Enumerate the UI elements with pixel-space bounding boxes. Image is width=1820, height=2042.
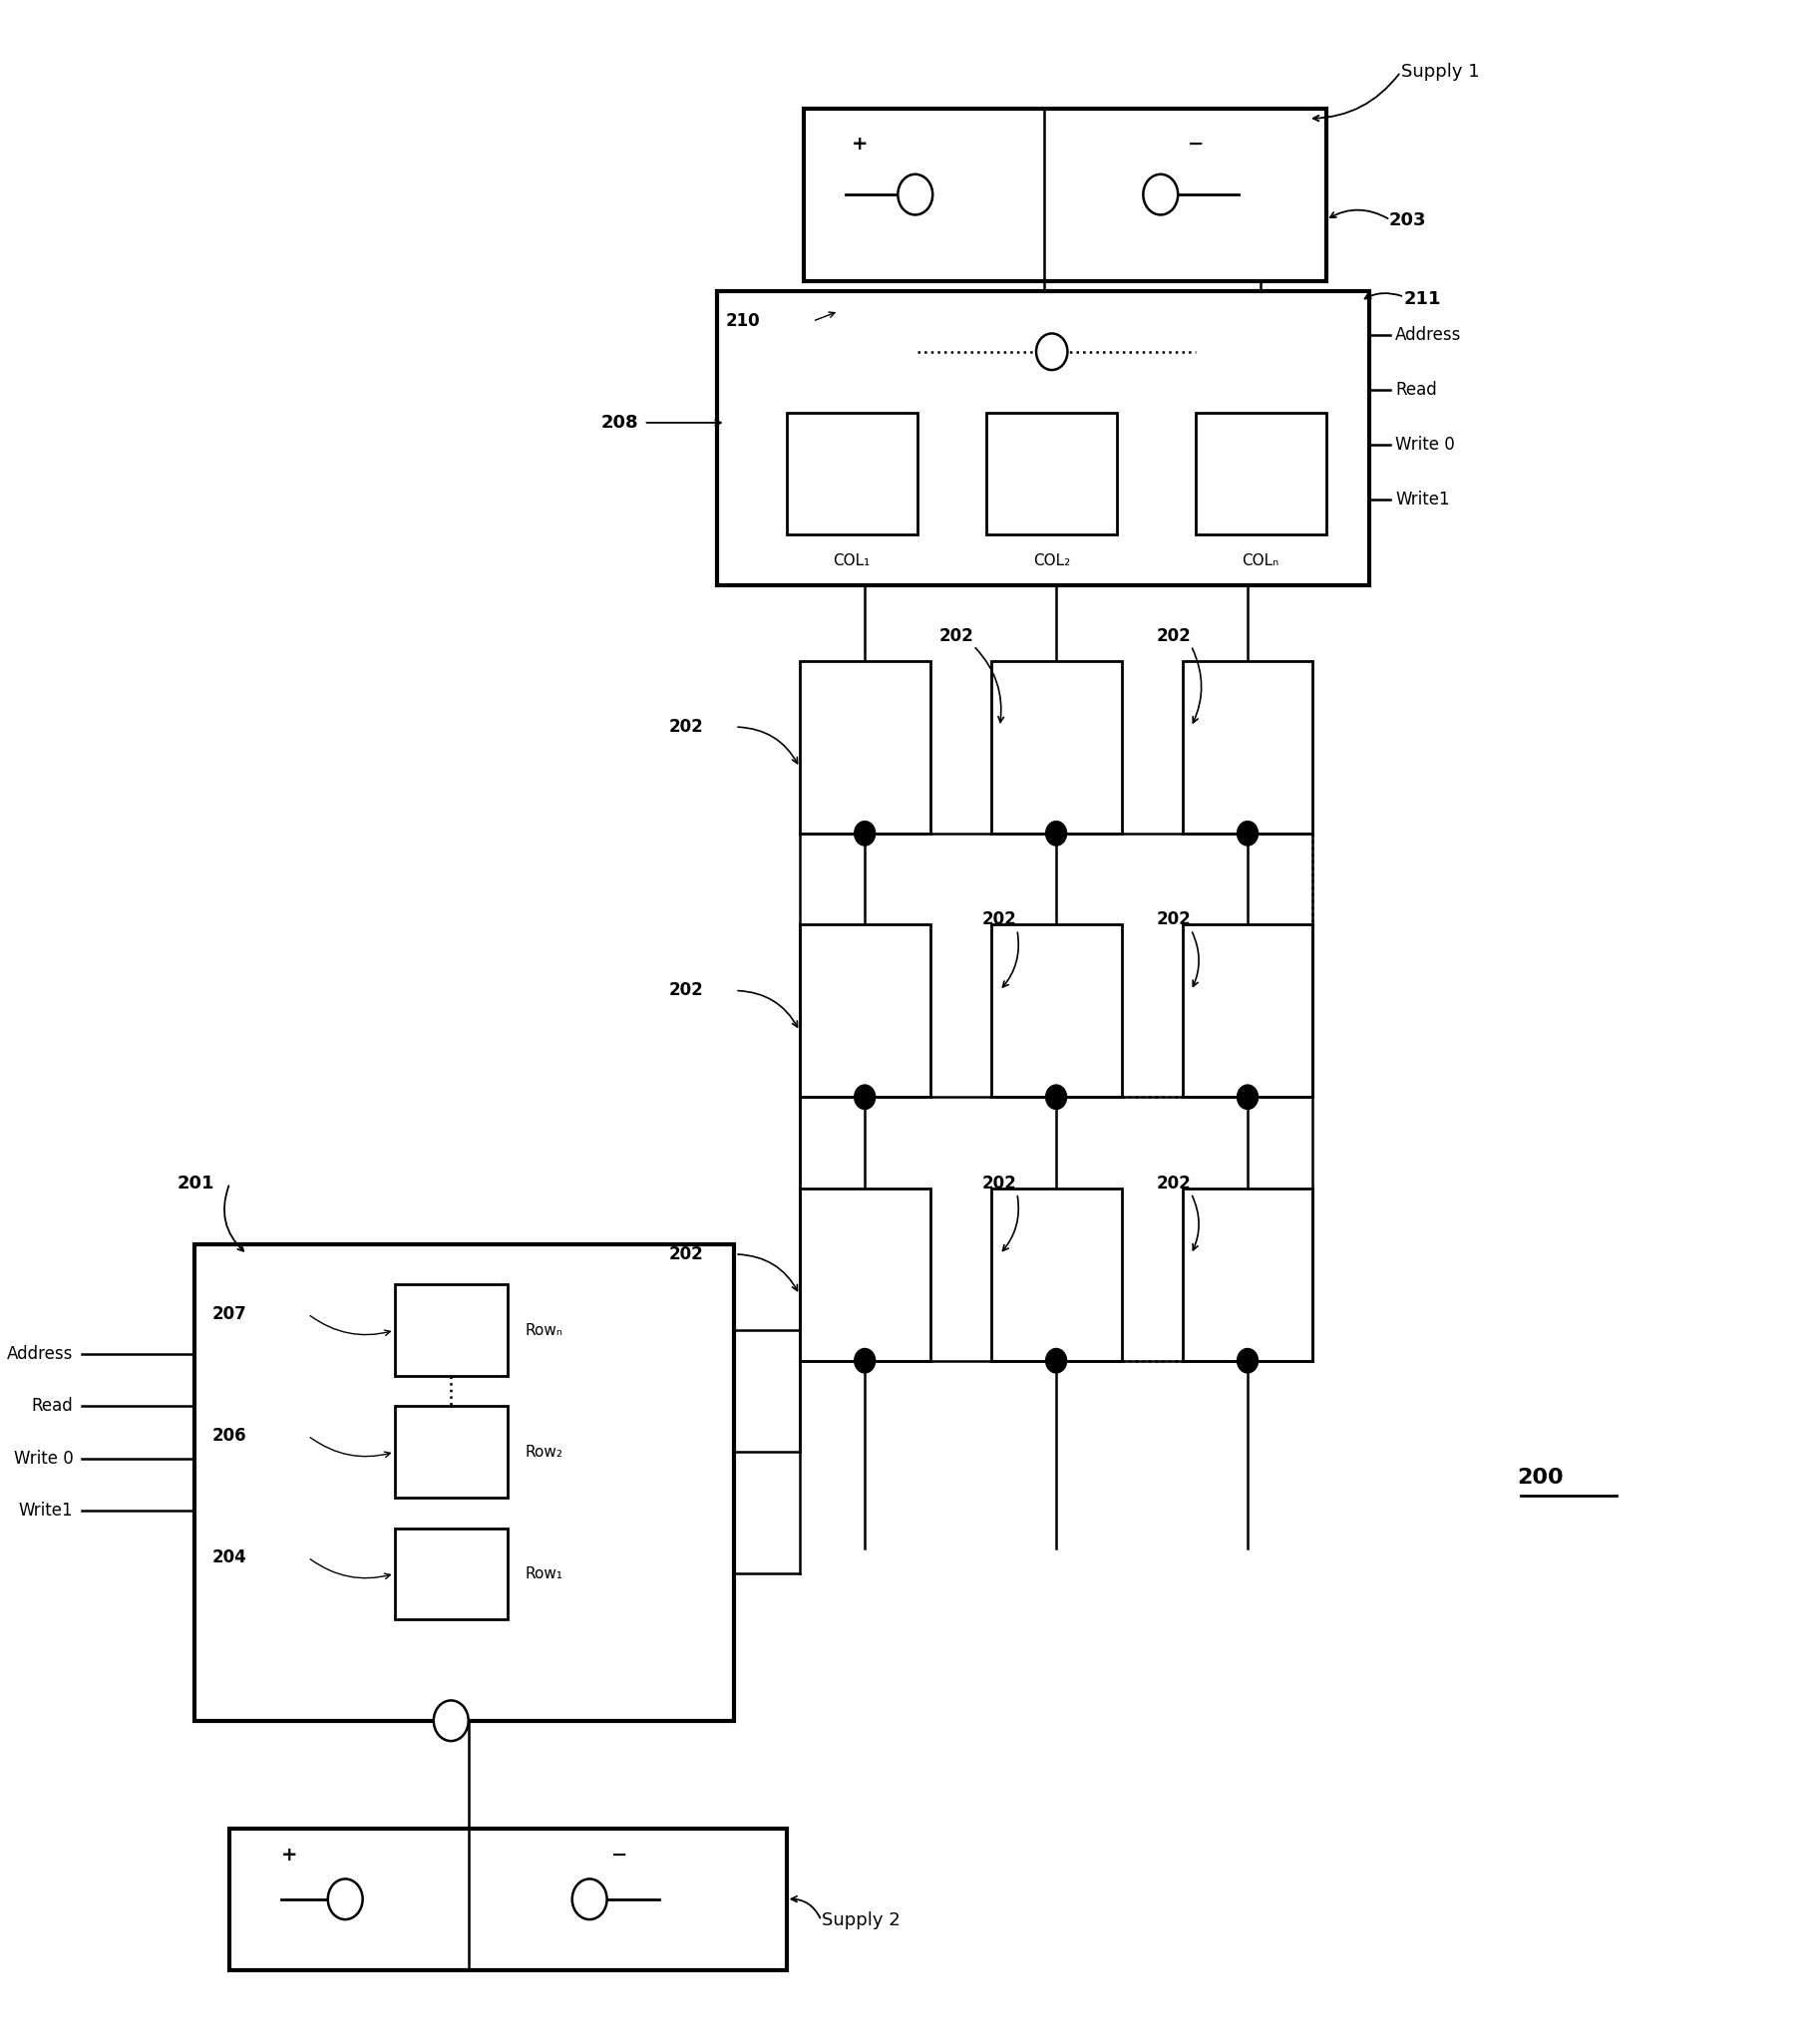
Bar xyxy=(229,1828,786,1971)
Text: 202: 202 xyxy=(983,1174,1017,1193)
Text: Supply 1: Supply 1 xyxy=(1401,63,1480,82)
Text: Write 0: Write 0 xyxy=(13,1450,73,1468)
Bar xyxy=(799,662,930,833)
Text: 210: 210 xyxy=(726,312,761,331)
Bar xyxy=(986,412,1117,535)
Text: COL₂: COL₂ xyxy=(1034,553,1070,568)
Text: 204: 204 xyxy=(213,1548,248,1566)
Text: Row₂: Row₂ xyxy=(524,1444,562,1460)
Bar xyxy=(395,1284,508,1376)
Bar xyxy=(1183,1188,1312,1360)
Bar xyxy=(1183,925,1312,1097)
Circle shape xyxy=(854,1084,875,1109)
Text: 208: 208 xyxy=(601,415,639,431)
Bar xyxy=(717,290,1369,584)
Bar xyxy=(799,1188,930,1360)
Circle shape xyxy=(1238,821,1258,845)
Bar xyxy=(1183,662,1312,833)
Text: 202: 202 xyxy=(1156,1174,1190,1193)
Circle shape xyxy=(1046,821,1067,845)
Text: 206: 206 xyxy=(213,1427,248,1446)
Circle shape xyxy=(1036,333,1068,370)
Bar xyxy=(1196,412,1327,535)
Circle shape xyxy=(1046,1084,1067,1109)
Text: Write1: Write1 xyxy=(18,1503,73,1519)
Text: 202: 202 xyxy=(670,719,704,735)
Text: 202: 202 xyxy=(1156,627,1190,645)
Bar xyxy=(395,1407,508,1497)
Circle shape xyxy=(854,821,875,845)
Bar xyxy=(990,662,1121,833)
Text: 202: 202 xyxy=(1156,911,1190,929)
Bar xyxy=(799,925,930,1097)
Text: Rowₙ: Rowₙ xyxy=(524,1323,562,1338)
Text: Supply 2: Supply 2 xyxy=(821,1911,899,1930)
Circle shape xyxy=(854,1348,875,1372)
Circle shape xyxy=(897,174,932,214)
Bar xyxy=(195,1244,733,1721)
Text: 200: 200 xyxy=(1518,1468,1563,1487)
Text: +: + xyxy=(282,1846,298,1864)
Text: Row₁: Row₁ xyxy=(524,1566,562,1581)
Text: COLₙ: COLₙ xyxy=(1241,553,1279,568)
Text: COL₁: COL₁ xyxy=(834,553,870,568)
Text: Address: Address xyxy=(7,1346,73,1362)
Text: −: − xyxy=(612,1846,628,1864)
Text: Write 0: Write 0 xyxy=(1396,437,1454,453)
Bar xyxy=(990,925,1121,1097)
Bar xyxy=(786,412,917,535)
Text: Write1: Write1 xyxy=(1396,490,1451,508)
Bar xyxy=(804,108,1327,280)
Text: 202: 202 xyxy=(939,627,974,645)
Text: +: + xyxy=(852,135,868,153)
Circle shape xyxy=(328,1879,362,1919)
Text: Address: Address xyxy=(1396,327,1461,345)
Circle shape xyxy=(1143,174,1178,214)
Text: Read: Read xyxy=(31,1397,73,1415)
Circle shape xyxy=(433,1701,468,1742)
Bar xyxy=(990,1188,1121,1360)
Text: 201: 201 xyxy=(178,1174,215,1193)
Text: 202: 202 xyxy=(670,1246,704,1264)
Text: 211: 211 xyxy=(1405,290,1441,308)
Text: −: − xyxy=(1187,135,1203,153)
Text: 202: 202 xyxy=(983,911,1017,929)
Text: 203: 203 xyxy=(1389,210,1425,229)
Text: 202: 202 xyxy=(670,982,704,999)
Circle shape xyxy=(571,1879,606,1919)
Text: Read: Read xyxy=(1396,382,1438,400)
Circle shape xyxy=(1238,1348,1258,1372)
Text: 207: 207 xyxy=(213,1305,248,1323)
Circle shape xyxy=(1238,1084,1258,1109)
Bar xyxy=(395,1527,508,1619)
Circle shape xyxy=(1046,1348,1067,1372)
